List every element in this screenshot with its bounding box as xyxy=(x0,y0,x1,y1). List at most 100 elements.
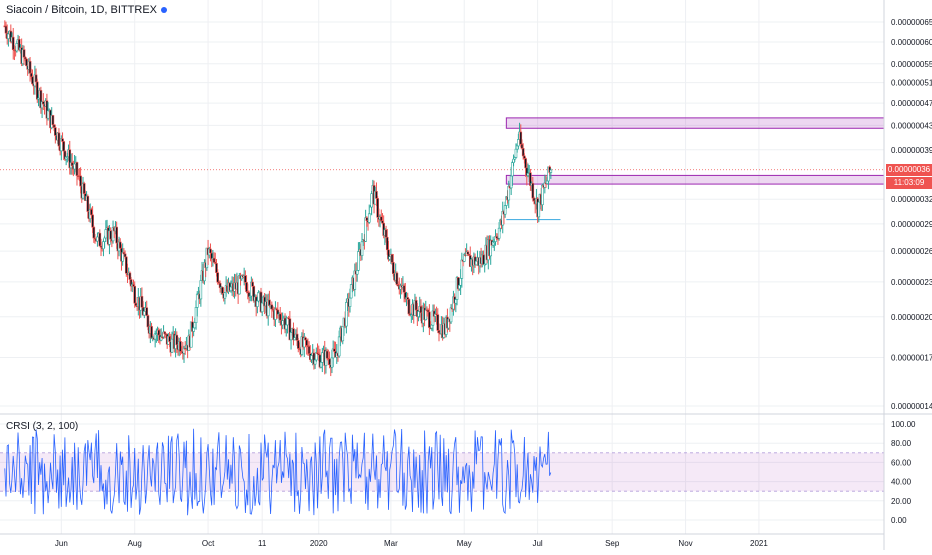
time-tick-label: Jul xyxy=(532,539,542,548)
candle-body xyxy=(384,229,388,238)
drawing-layer xyxy=(0,117,885,221)
candle-body xyxy=(193,322,197,329)
candle-body xyxy=(7,33,10,39)
candle-body xyxy=(133,285,137,304)
candle-body xyxy=(229,286,233,291)
candle-body xyxy=(96,236,99,242)
candle-body xyxy=(512,158,515,163)
candle-body xyxy=(150,326,153,339)
candle-body xyxy=(257,292,260,302)
candle-body xyxy=(73,163,76,170)
indicator-title[interactable]: CRSI (3, 2, 100) xyxy=(6,421,79,432)
candle-body xyxy=(521,148,525,157)
candle-body xyxy=(430,324,434,329)
candle-body xyxy=(194,307,198,323)
candle-body xyxy=(460,259,464,279)
candle-body xyxy=(511,162,514,177)
candle-body xyxy=(454,299,458,304)
candle-body xyxy=(289,332,293,341)
time-tick-label: Mar xyxy=(384,539,398,548)
candle-body xyxy=(296,340,300,349)
candle-body xyxy=(123,253,127,258)
price-tick-label: 0.00000060 xyxy=(891,38,932,47)
candle-body xyxy=(497,227,501,239)
candle-body xyxy=(419,306,423,314)
crsi-tick-label: 100.00 xyxy=(891,420,916,429)
candle-body xyxy=(215,263,218,273)
candle-body xyxy=(57,132,61,147)
candle-body xyxy=(545,180,549,184)
candle-body xyxy=(274,308,277,320)
candle-body xyxy=(328,358,331,366)
candle-body xyxy=(284,324,288,330)
candle-body xyxy=(355,270,359,275)
time-tick-label: 2020 xyxy=(310,539,328,548)
candle-body xyxy=(92,226,96,239)
candle-body xyxy=(449,307,453,323)
candle-body xyxy=(70,162,74,167)
candle-body xyxy=(145,307,149,316)
candle-body xyxy=(379,216,383,222)
crsi-tick-label: 40.00 xyxy=(891,478,912,487)
candle-body xyxy=(52,124,56,128)
price-tick-label: 0.00000055 xyxy=(891,60,932,69)
candle-body xyxy=(104,229,108,239)
candle-body xyxy=(436,314,440,331)
resistance-zone xyxy=(505,117,885,129)
candle-body xyxy=(437,330,441,334)
candle-body xyxy=(458,284,461,290)
candle-body xyxy=(46,110,50,119)
candle-body xyxy=(507,185,511,201)
candle-body xyxy=(482,254,485,265)
candle-body xyxy=(25,58,28,67)
time-tick-label: Sep xyxy=(605,539,620,548)
candle-body xyxy=(304,337,307,341)
candle-body xyxy=(293,337,296,341)
candle-body xyxy=(278,313,282,321)
symbol-title-text: Siacoin / Bitcoin, 1D, BITTREX xyxy=(6,4,157,16)
candle-body xyxy=(537,201,541,218)
candle-body xyxy=(325,350,329,359)
candle-body xyxy=(11,36,15,50)
price-tick-label: 0.00000023 xyxy=(891,278,932,287)
candle-body xyxy=(367,213,371,223)
bar-countdown-tag: 11:03:09 xyxy=(886,176,932,189)
candle-body xyxy=(29,72,33,78)
price-tick-label: 0.00000017 xyxy=(891,353,932,362)
candle-body xyxy=(376,198,379,218)
candle-body xyxy=(124,256,128,274)
crsi-line xyxy=(4,428,552,516)
price-tick-label: 0.00000014 xyxy=(891,402,932,411)
candle-body xyxy=(531,183,535,199)
symbol-title[interactable]: Siacoin / Bitcoin, 1D, BITTREX xyxy=(6,4,167,16)
price-tick-label: 0.00000043 xyxy=(891,121,932,130)
candle-body xyxy=(109,230,112,240)
crsi-tick-label: 60.00 xyxy=(891,458,912,467)
candle-body xyxy=(520,143,524,149)
candle-body xyxy=(103,237,106,242)
candle-body xyxy=(524,158,527,169)
candle-body xyxy=(466,251,470,255)
candle-body xyxy=(209,248,212,254)
candle-body xyxy=(541,184,544,206)
time-tick-label: Nov xyxy=(678,539,692,548)
candle-body xyxy=(28,61,32,74)
candle-body xyxy=(370,193,373,208)
candle-body xyxy=(168,335,171,342)
candle-body xyxy=(330,357,334,368)
candle-body xyxy=(75,162,79,176)
candle-body xyxy=(199,280,203,300)
crsi-tick-label: 0.00 xyxy=(891,516,907,525)
candle-body xyxy=(414,300,418,311)
candle-body xyxy=(474,260,478,266)
candle-body xyxy=(459,278,462,286)
candle-body xyxy=(4,25,8,34)
candle-body xyxy=(34,74,38,83)
candle-body xyxy=(345,302,348,327)
candle-body xyxy=(305,339,308,346)
candle-body xyxy=(349,284,353,299)
candle-body xyxy=(41,101,45,105)
